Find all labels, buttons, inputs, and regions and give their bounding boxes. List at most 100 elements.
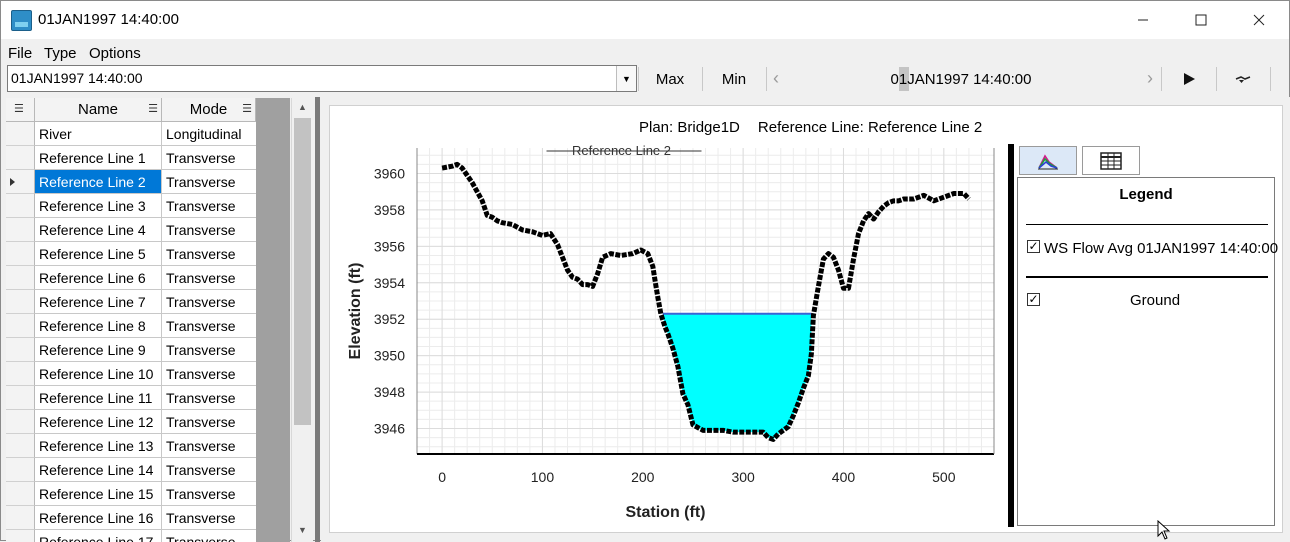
- row-header[interactable]: [6, 146, 35, 170]
- scroll-down-icon[interactable]: ▼: [298, 525, 307, 535]
- row-header[interactable]: [6, 506, 35, 530]
- cell-mode[interactable]: Transverse: [162, 266, 256, 290]
- row-header[interactable]: [6, 434, 35, 458]
- row-header[interactable]: [6, 386, 35, 410]
- cell-mode[interactable]: Transverse: [162, 290, 256, 314]
- row-header[interactable]: [6, 194, 35, 218]
- table-row[interactable]: Reference Line 11 Transverse: [6, 386, 256, 410]
- cell-name[interactable]: Reference Line 8: [35, 314, 162, 338]
- cell-mode[interactable]: Longitudinal: [162, 122, 256, 146]
- tab-plot[interactable]: [1019, 146, 1077, 175]
- cell-name[interactable]: Reference Line 17: [35, 530, 162, 542]
- row-header[interactable]: [6, 362, 35, 386]
- scroll-up-icon[interactable]: ▲: [298, 102, 307, 112]
- menu-file[interactable]: File: [8, 45, 33, 62]
- cell-name[interactable]: Reference Line 4: [35, 218, 162, 242]
- row-header[interactable]: [6, 410, 35, 434]
- cell-mode[interactable]: Transverse: [162, 410, 256, 434]
- cell-name[interactable]: Reference Line 15: [35, 482, 162, 506]
- table-row[interactable]: Reference Line 2 Transverse: [6, 170, 256, 194]
- table-row[interactable]: Reference Line 13 Transverse: [6, 434, 256, 458]
- maximize-button[interactable]: [1172, 1, 1230, 39]
- table-row[interactable]: Reference Line 1 Transverse: [6, 146, 256, 170]
- row-header[interactable]: [6, 314, 35, 338]
- row-header[interactable]: [6, 170, 35, 194]
- row-header[interactable]: [6, 482, 35, 506]
- cell-mode[interactable]: Transverse: [162, 338, 256, 362]
- cell-mode[interactable]: Transverse: [162, 146, 256, 170]
- table-row[interactable]: Reference Line 4 Transverse: [6, 218, 256, 242]
- cell-name[interactable]: Reference Line 16: [35, 506, 162, 530]
- max-button[interactable]: Max: [655, 70, 685, 88]
- table-row[interactable]: Reference Line 10 Transverse: [6, 362, 256, 386]
- cell-name[interactable]: Reference Line 11: [35, 386, 162, 410]
- column-header-name[interactable]: Name ☰: [35, 98, 162, 122]
- cell-name[interactable]: Reference Line 5: [35, 242, 162, 266]
- tab-table[interactable]: [1082, 146, 1140, 175]
- cell-mode[interactable]: Transverse: [162, 386, 256, 410]
- panel-splitter[interactable]: [315, 97, 320, 542]
- row-header[interactable]: [6, 338, 35, 362]
- table-row[interactable]: Reference Line 16 Transverse: [6, 506, 256, 530]
- row-header[interactable]: [6, 290, 35, 314]
- cell-mode[interactable]: Transverse: [162, 170, 256, 194]
- table-row[interactable]: Reference Line 5 Transverse: [6, 242, 256, 266]
- cell-name[interactable]: Reference Line 13: [35, 434, 162, 458]
- table-row[interactable]: River Longitudinal: [6, 122, 256, 146]
- table-row[interactable]: Reference Line 14 Transverse: [6, 458, 256, 482]
- ground-checkbox[interactable]: ✓: [1027, 292, 1040, 306]
- previous-timestep-icon[interactable]: ‹: [773, 68, 779, 88]
- cell-mode[interactable]: Transverse: [162, 434, 256, 458]
- cell-name[interactable]: Reference Line 10: [35, 362, 162, 386]
- row-header[interactable]: [6, 530, 35, 542]
- row-header[interactable]: [6, 242, 35, 266]
- menu-type[interactable]: Type: [44, 45, 77, 62]
- cell-mode[interactable]: Transverse: [162, 218, 256, 242]
- close-button[interactable]: [1230, 1, 1288, 39]
- table-row[interactable]: Reference Line 17 Transverse: [6, 530, 256, 542]
- cell-name[interactable]: Reference Line 9: [35, 338, 162, 362]
- chevron-down-icon[interactable]: ▼: [616, 66, 636, 91]
- cell-name[interactable]: Reference Line 14: [35, 458, 162, 482]
- filter-icon[interactable]: ☰: [148, 103, 158, 115]
- minimize-button[interactable]: [1114, 1, 1172, 39]
- cell-mode[interactable]: Transverse: [162, 458, 256, 482]
- next-timestep-icon[interactable]: ›: [1147, 68, 1153, 88]
- min-button[interactable]: Min: [721, 70, 747, 88]
- table-scrollbar[interactable]: ▲ ▼: [291, 98, 313, 542]
- cross-section-chart[interactable]: 0 100 200 300 400 500 3946 3948 3950 3952 3954 3956…: [329, 105, 1009, 533]
- ws-checkbox[interactable]: ✓: [1027, 239, 1040, 253]
- cell-name[interactable]: Reference Line 2: [35, 170, 162, 194]
- table-row[interactable]: Reference Line 7 Transverse: [6, 290, 256, 314]
- cell-name[interactable]: Reference Line 12: [35, 410, 162, 434]
- cell-name[interactable]: Reference Line 1: [35, 146, 162, 170]
- cell-name[interactable]: Reference Line 3: [35, 194, 162, 218]
- animation-options-button[interactable]: [1217, 65, 1269, 93]
- cell-mode[interactable]: Transverse: [162, 242, 256, 266]
- row-header[interactable]: [6, 266, 35, 290]
- play-button[interactable]: [1163, 65, 1215, 93]
- table-row[interactable]: Reference Line 3 Transverse: [6, 194, 256, 218]
- table-row[interactable]: Reference Line 12 Transverse: [6, 410, 256, 434]
- cell-name[interactable]: River: [35, 122, 162, 146]
- column-header-mode[interactable]: Mode ☰: [162, 98, 256, 122]
- menu-options[interactable]: Options: [89, 45, 141, 62]
- row-header[interactable]: [6, 218, 35, 242]
- cell-mode[interactable]: Transverse: [162, 530, 256, 542]
- cell-mode[interactable]: Transverse: [162, 314, 256, 338]
- legend-splitter[interactable]: [1008, 144, 1014, 527]
- scrollbar-thumb[interactable]: [294, 118, 311, 425]
- table-row[interactable]: Reference Line 6 Transverse: [6, 266, 256, 290]
- row-header[interactable]: [6, 458, 35, 482]
- filter-icon[interactable]: ☰: [14, 103, 24, 115]
- cell-mode[interactable]: Transverse: [162, 506, 256, 530]
- timestep-dropdown[interactable]: 01JAN1997 14:40:00 ▼: [7, 65, 637, 92]
- cell-name[interactable]: Reference Line 6: [35, 266, 162, 290]
- table-row[interactable]: Reference Line 9 Transverse: [6, 338, 256, 362]
- timeline-slider-thumb[interactable]: [899, 67, 909, 91]
- row-header[interactable]: [6, 122, 35, 146]
- table-row[interactable]: Reference Line 15 Transverse: [6, 482, 256, 506]
- cell-mode[interactable]: Transverse: [162, 362, 256, 386]
- table-row[interactable]: Reference Line 8 Transverse: [6, 314, 256, 338]
- cell-mode[interactable]: Transverse: [162, 482, 256, 506]
